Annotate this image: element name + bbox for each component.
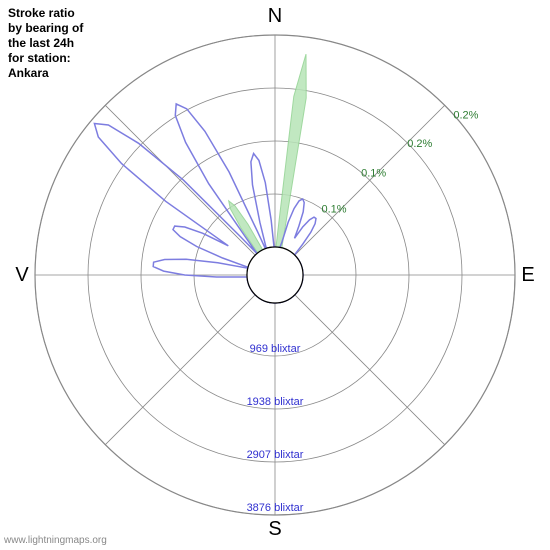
footer-credit: www.lightningmaps.org [4,535,107,546]
pct-label: 0.1% [321,204,346,216]
count-label: 3876 blixtar [247,502,304,514]
grid-spoke [295,295,445,445]
cardinal-S: S [268,518,281,540]
count-label: 969 blixtar [250,343,301,355]
cardinal-E: E [521,264,534,286]
grid-spoke [105,295,255,445]
polar-chart: N E S V 0.1% 0.1% 0.2% 0.2% 969 blixtar 1938 blix… [0,0,550,550]
pct-label: 0.2% [407,138,432,150]
pct-label: 0.2% [453,109,478,121]
count-label: 2907 blixtar [247,449,304,461]
pct-label: 0.1% [361,167,386,179]
cardinal-N: N [268,5,282,27]
count-label: 1938 blixtar [247,396,304,408]
center-circle-top [247,247,303,303]
grid-spoke [295,105,445,255]
cardinal-V: V [15,264,29,286]
